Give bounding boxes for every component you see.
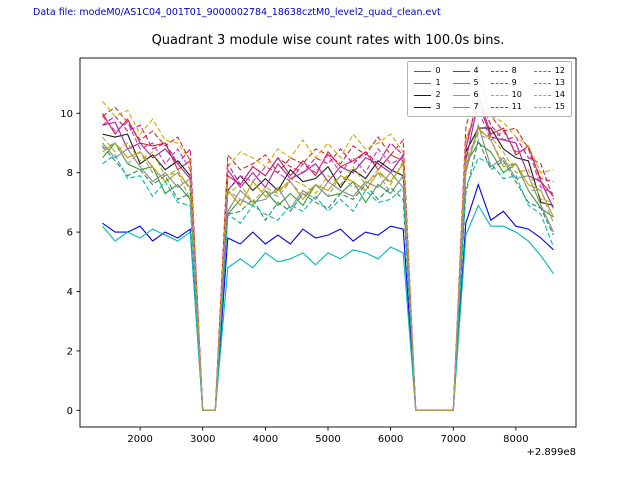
y-tick-label: 4 xyxy=(67,287,73,298)
legend-item: 14 xyxy=(533,89,565,101)
series-line-8 xyxy=(102,72,554,411)
x-tick-label: 5000 xyxy=(315,434,340,445)
legend-line-sample xyxy=(414,82,432,84)
datafile-text: Data file: modeM0/AS1C04_001T01_90000027… xyxy=(33,7,441,18)
legend-item: 12 xyxy=(533,65,565,77)
legend-line-sample xyxy=(533,82,551,84)
x-tick-label: 7000 xyxy=(441,434,466,445)
legend-item: 4 xyxy=(452,65,479,77)
legend-line-sample xyxy=(490,106,508,108)
legend-item-label: 12 xyxy=(554,66,565,75)
legend-line-sample xyxy=(490,82,508,84)
legend-item: 5 xyxy=(452,77,479,89)
legend-item: 7 xyxy=(452,101,479,113)
legend-item: 8 xyxy=(490,65,522,77)
series-line-15 xyxy=(102,133,555,411)
legend-item: 0 xyxy=(414,65,441,77)
series-line-9 xyxy=(102,138,554,411)
series-line-10 xyxy=(102,130,554,411)
y-tick-label: 0 xyxy=(67,406,73,417)
legend-line-sample xyxy=(533,94,551,96)
legend-item-label: 9 xyxy=(511,78,517,87)
legend-item-label: 6 xyxy=(473,90,479,99)
series-line-13 xyxy=(102,154,555,411)
y-tick-label: 2 xyxy=(67,346,73,357)
legend-item-label: 5 xyxy=(473,78,479,87)
legend-item: 6 xyxy=(452,89,479,101)
legend-item-label: 14 xyxy=(554,90,565,99)
legend-item-label: 10 xyxy=(511,90,522,99)
x-tick-label: 3000 xyxy=(190,434,215,445)
legend-line-sample xyxy=(533,70,551,72)
x-tick-label: 4000 xyxy=(253,434,278,445)
series-line-5 xyxy=(102,204,554,411)
legend-item: 1 xyxy=(414,77,441,89)
series-line-2 xyxy=(102,182,554,411)
legend: 0 1 2 3 4 5 6 7 8 9 10 11 12 13 14 15 xyxy=(407,61,572,117)
y-tick-label: 8 xyxy=(67,168,73,179)
legend-item-label: 1 xyxy=(435,78,441,87)
legend-item: 15 xyxy=(533,101,565,113)
legend-item-label: 13 xyxy=(554,78,565,87)
x-tick-label: 2000 xyxy=(127,434,152,445)
series-line-1 xyxy=(102,142,554,411)
series-line-7 xyxy=(102,123,554,411)
x-tick-label: 6000 xyxy=(378,434,403,445)
legend-item: 13 xyxy=(533,77,565,89)
legend-line-sample xyxy=(533,106,551,108)
legend-item-label: 0 xyxy=(435,66,441,75)
legend-item: 3 xyxy=(414,101,441,113)
legend-line-sample xyxy=(452,82,470,84)
legend-item-label: 4 xyxy=(473,66,479,75)
chart-title: Quadrant 3 module wise count rates with … xyxy=(151,33,505,48)
legend-item-label: 7 xyxy=(473,102,479,111)
legend-line-sample xyxy=(452,94,470,96)
y-tick-label: 6 xyxy=(67,228,73,239)
legend-line-sample xyxy=(414,106,432,108)
legend-line-sample xyxy=(452,70,470,72)
series-line-12 xyxy=(102,108,554,411)
legend-item-label: 2 xyxy=(435,90,441,99)
legend-line-sample xyxy=(414,94,432,96)
legend-item-label: 11 xyxy=(511,102,522,111)
series-line-6 xyxy=(102,127,554,411)
x-tick-label: 8000 xyxy=(503,434,528,445)
y-tick-label: 10 xyxy=(60,109,73,120)
legend-item: 11 xyxy=(490,101,522,113)
legend-item: 9 xyxy=(490,77,522,89)
legend-item: 2 xyxy=(414,89,441,101)
legend-line-sample xyxy=(490,70,508,72)
legend-item-label: 15 xyxy=(554,102,565,111)
legend-item: 10 xyxy=(490,89,522,101)
x-axis-offset-label: +2.899e8 xyxy=(526,447,576,458)
legend-line-sample xyxy=(452,106,470,108)
legend-line-sample xyxy=(490,94,508,96)
legend-item-label: 3 xyxy=(435,102,441,111)
series-line-3 xyxy=(102,127,554,411)
legend-line-sample xyxy=(414,70,432,72)
legend-item-label: 8 xyxy=(511,66,517,75)
